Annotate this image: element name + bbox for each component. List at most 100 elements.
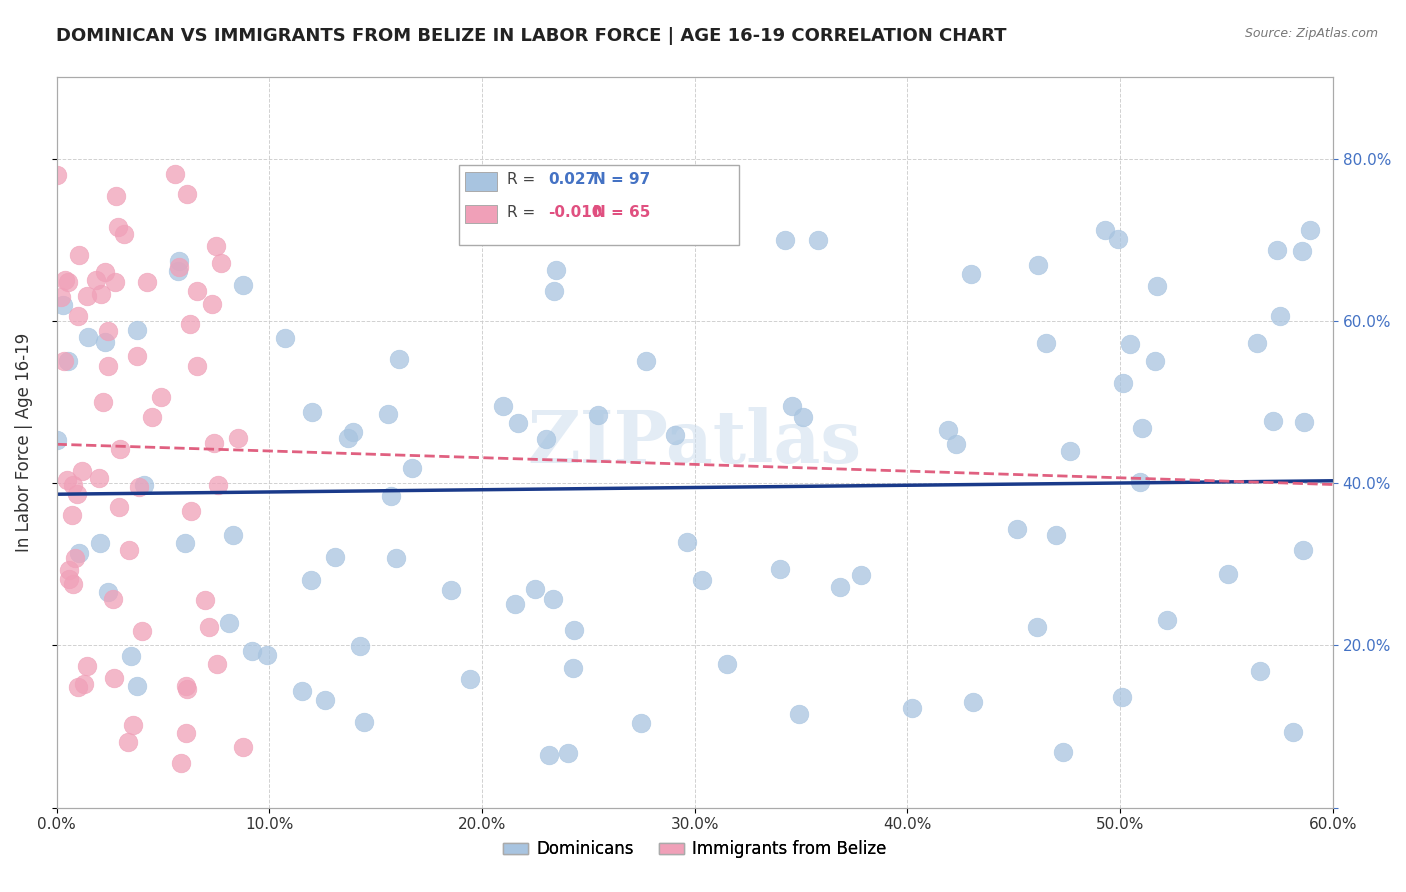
Point xyxy=(1156,613,1178,627)
Point xyxy=(1045,527,1067,541)
Point xyxy=(377,407,399,421)
Point xyxy=(58,572,80,586)
Y-axis label: In Labor Force | Age 16-19: In Labor Force | Age 16-19 xyxy=(15,333,32,552)
Point xyxy=(901,701,924,715)
Point xyxy=(53,273,76,287)
Point xyxy=(222,527,245,541)
Point xyxy=(792,409,814,424)
Point xyxy=(787,706,810,721)
Point xyxy=(62,478,84,492)
Point xyxy=(76,288,98,302)
Point xyxy=(1294,415,1316,429)
Point xyxy=(131,624,153,638)
Point xyxy=(385,550,408,565)
Point xyxy=(73,677,96,691)
Point xyxy=(128,480,150,494)
Point xyxy=(769,562,792,576)
Point xyxy=(1249,664,1271,678)
Point xyxy=(166,264,188,278)
Point xyxy=(67,248,90,262)
Point xyxy=(541,592,564,607)
Text: N = 65: N = 65 xyxy=(592,205,650,220)
Point xyxy=(141,410,163,425)
Point xyxy=(945,437,967,451)
Point xyxy=(1107,232,1129,246)
Point xyxy=(176,186,198,201)
FancyBboxPatch shape xyxy=(465,172,496,191)
Point xyxy=(1112,376,1135,390)
Point xyxy=(207,478,229,492)
Point xyxy=(1026,258,1049,272)
Point xyxy=(90,286,112,301)
Point xyxy=(561,661,583,675)
Point xyxy=(960,267,983,281)
Point xyxy=(76,659,98,673)
Point xyxy=(94,265,117,279)
Point xyxy=(105,188,128,202)
Text: ZIPatlas: ZIPatlas xyxy=(527,407,862,478)
Point xyxy=(349,639,371,653)
Point xyxy=(256,648,278,662)
Point xyxy=(97,584,120,599)
Point xyxy=(198,620,221,634)
Point xyxy=(557,747,579,761)
Point xyxy=(851,568,873,582)
Point xyxy=(117,735,139,749)
Point xyxy=(232,739,254,754)
Point xyxy=(1005,523,1028,537)
Point xyxy=(830,580,852,594)
Point xyxy=(388,352,411,367)
Point xyxy=(186,359,208,373)
FancyBboxPatch shape xyxy=(458,165,740,245)
Point xyxy=(401,460,423,475)
Text: 0.027: 0.027 xyxy=(548,172,596,187)
Point xyxy=(716,657,738,671)
Point xyxy=(56,473,79,487)
Point xyxy=(523,582,546,597)
Point xyxy=(938,423,960,437)
Point xyxy=(125,680,148,694)
Point xyxy=(186,284,208,298)
Point xyxy=(136,275,159,289)
Point xyxy=(337,431,360,445)
Point xyxy=(380,489,402,503)
Point xyxy=(77,330,100,344)
Point xyxy=(65,551,87,566)
Text: R =: R = xyxy=(508,172,536,187)
Point xyxy=(353,714,375,729)
Point xyxy=(97,359,120,374)
Point xyxy=(103,671,125,685)
Point xyxy=(323,549,346,564)
Legend: Dominicans, Immigrants from Belize: Dominicans, Immigrants from Belize xyxy=(496,834,893,865)
Point xyxy=(167,253,190,268)
Text: Source: ZipAtlas.com: Source: ZipAtlas.com xyxy=(1244,27,1378,40)
Point xyxy=(543,284,565,298)
Point xyxy=(690,573,713,587)
FancyBboxPatch shape xyxy=(465,205,496,224)
Point xyxy=(492,399,515,413)
Point xyxy=(1111,690,1133,704)
Point xyxy=(110,442,132,457)
Point xyxy=(56,354,79,368)
Point xyxy=(1268,310,1291,324)
Point xyxy=(1265,244,1288,258)
Point xyxy=(534,432,557,446)
Point xyxy=(118,542,141,557)
Point xyxy=(108,500,131,514)
Point xyxy=(773,233,796,247)
Point xyxy=(1246,336,1268,351)
Point xyxy=(301,405,323,419)
Point xyxy=(194,593,217,607)
Point xyxy=(60,508,83,522)
Point xyxy=(91,395,114,409)
Point xyxy=(58,563,80,577)
Point xyxy=(167,260,190,275)
Point xyxy=(562,623,585,637)
Point xyxy=(51,289,73,303)
Point xyxy=(103,591,125,606)
Point xyxy=(1299,223,1322,237)
Point xyxy=(240,644,263,658)
Point xyxy=(440,582,463,597)
Point xyxy=(66,487,89,501)
Point xyxy=(503,597,526,611)
